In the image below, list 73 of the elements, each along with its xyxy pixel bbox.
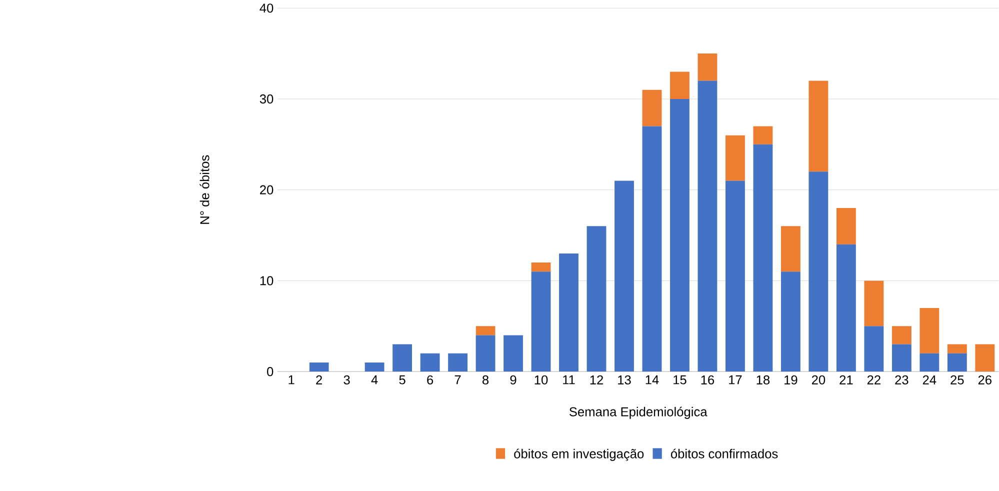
x-tick-label: 18 [756,376,770,385]
bar [780,272,800,372]
bar [504,335,523,372]
bar [726,180,745,372]
bar [698,80,718,372]
bar [836,208,856,245]
bar [392,344,412,372]
bar [808,172,828,372]
bar [920,354,940,372]
bar [753,144,773,372]
bar [476,326,496,336]
bar [670,72,690,100]
x-tick-label: 17 [729,376,742,384]
bar [892,344,912,372]
x-tick-label: 19 [784,376,798,385]
bar [476,335,496,372]
legend-label: óbitos em investigação [514,448,644,462]
bar [920,308,940,354]
x-tick-label: 12 [590,376,603,385]
x-tick-label: 9 [510,376,516,385]
x-tick-label: 15 [674,376,686,384]
bar [753,126,773,145]
x-tick-label: 10 [534,376,548,385]
y-tick-label: 30 [260,94,274,104]
y-tick-label: 10 [260,276,274,286]
bar [559,254,578,372]
bar [531,262,551,272]
x-tick-label: 2 [316,376,322,385]
x-tick-label: 6 [427,376,434,385]
bar [726,136,745,181]
x-tick-label: 24 [922,376,936,385]
bar [614,180,634,372]
bar [586,226,606,372]
y-tick-label: 40 [260,4,274,13]
bar [864,326,884,372]
x-tick-label: 3 [344,376,350,385]
bar [670,99,690,372]
x-tick-label: 25 [950,376,964,385]
bar [836,244,856,372]
bar [947,354,967,372]
bar [780,226,800,272]
x-tick-label: 1 [288,376,294,384]
bar [864,280,884,326]
x-tick-label: 22 [867,376,880,385]
bar [364,362,384,372]
bar [448,354,468,372]
bar [642,90,662,126]
x-tick-label: 26 [978,376,992,385]
bar [642,126,662,372]
bar [975,344,995,372]
x-tick-label: 4 [371,376,378,384]
x-tick-label: 11 [563,376,575,384]
x-tick-label: 14 [646,376,659,384]
x-tick-label: 5 [399,376,406,384]
x-tick-label: 16 [701,376,714,385]
bar [947,344,967,354]
legend-label: óbitos confirmados [670,448,778,459]
bar [531,272,551,372]
x-tick-label: 21 [840,376,853,385]
x-tick-label: 8 [482,376,489,385]
x-tick-label: 7 [454,376,461,384]
bar [808,80,828,172]
bar [892,326,912,344]
bar [698,54,718,81]
y-axis-title: N° de óbitos [200,155,210,224]
y-tick-label: 0 [267,367,274,376]
x-tick-label: 13 [618,376,631,385]
bar [420,354,440,372]
y-tick-label: 20 [260,185,274,195]
x-tick-label: 23 [895,376,908,385]
x-axis-title: Semana Epidemiológica [569,406,708,420]
x-tick-label: 20 [812,376,826,385]
bar [309,362,329,372]
